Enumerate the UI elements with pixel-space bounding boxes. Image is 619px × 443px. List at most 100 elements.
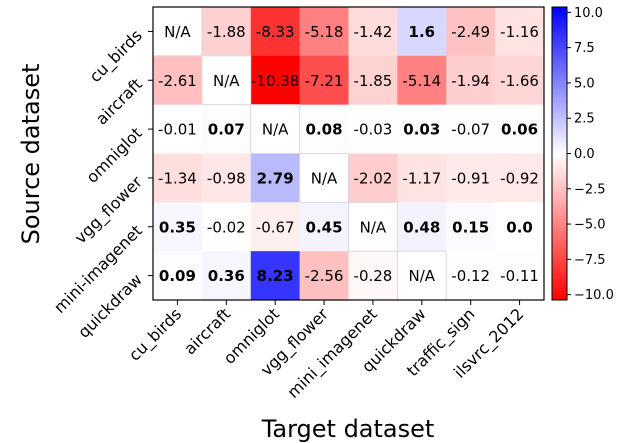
cell-value-label: -0.28 xyxy=(354,267,393,285)
heatmap-cell xyxy=(495,202,545,252)
heatmap-cell-labels: N/A -1.88 -8.33 -5.18 -1.42 1.6 -2.49 -1.16 -2.6… xyxy=(158,23,539,285)
heatmap-cell xyxy=(397,153,447,203)
colorbar-tick-label: 2.5 xyxy=(574,112,595,127)
colorbar-tick-label: 0.0 xyxy=(574,147,595,162)
heatmap-cell xyxy=(397,251,447,301)
cell-value-label: -0.12 xyxy=(451,267,490,285)
colorbar-tick-label: −7.5 xyxy=(574,253,606,268)
heatmap-cell xyxy=(250,251,301,301)
colorbar-tick-label: −2.5 xyxy=(574,182,606,197)
colorbar-tick-label: 10.0 xyxy=(574,6,603,21)
cell-value-label: 0.03 xyxy=(403,121,440,139)
cell-value-label: N/A xyxy=(213,72,240,90)
heatmap-cell xyxy=(446,153,496,203)
heatmap-cell xyxy=(348,153,398,203)
cell-value-label: -2.02 xyxy=(354,169,393,187)
cell-value-label: -0.03 xyxy=(354,121,393,139)
cell-value-label: 0.36 xyxy=(208,267,245,285)
cell-value-label: 0.45 xyxy=(306,218,343,236)
cell-value-label: 0.06 xyxy=(501,121,538,139)
heatmap-cell xyxy=(446,251,496,301)
cell-value-label: -0.02 xyxy=(207,218,246,236)
colorbar-ticks xyxy=(567,11,571,296)
heatmap-cell xyxy=(299,202,349,252)
cell-value-label: 0.08 xyxy=(306,121,343,139)
heatmap-cell xyxy=(299,104,349,154)
heatmap-cell xyxy=(153,104,203,154)
heatmap-cell xyxy=(495,7,545,57)
heatmap-cell xyxy=(201,202,252,252)
y-tick-label: cu_birds xyxy=(85,26,146,87)
y-axis-title: Source dataset xyxy=(17,64,45,245)
na-cell-outline xyxy=(201,55,252,106)
y-axis-ticks xyxy=(148,30,153,277)
heatmap-cell xyxy=(250,153,301,203)
cell-value-label: -1.42 xyxy=(354,23,393,41)
heatmap-cell xyxy=(250,104,301,154)
heatmap-cell xyxy=(348,7,398,57)
cell-value-label: -0.98 xyxy=(207,169,246,187)
colorbar-tick-label: −5.0 xyxy=(574,218,606,233)
heatmap-cell xyxy=(397,55,447,106)
heatmap-cell xyxy=(446,104,496,154)
cell-value-label: -2.56 xyxy=(305,267,344,285)
cell-value-label: 0.48 xyxy=(403,218,440,236)
cell-value-label: 1.6 xyxy=(409,23,436,41)
cell-value-label: -0.07 xyxy=(451,121,490,139)
cell-value-label: -2.49 xyxy=(451,23,490,41)
cell-value-label: N/A xyxy=(311,169,338,187)
x-tick-label: cu_birds xyxy=(125,304,186,365)
cell-value-label: -0.01 xyxy=(158,121,197,139)
cell-value-label: 0.09 xyxy=(159,267,196,285)
cell-value-label: -5.18 xyxy=(305,23,344,41)
cell-value-label: -0.67 xyxy=(256,218,295,236)
heatmap-cell xyxy=(348,55,398,106)
heatmap-cell xyxy=(397,7,447,57)
heatmap-cell xyxy=(153,153,203,203)
heatmap-cell xyxy=(299,55,349,106)
heatmap-cell xyxy=(397,104,447,154)
heatmap-cell xyxy=(348,202,398,252)
cell-value-label: 0.0 xyxy=(506,218,533,236)
heatmap-cell xyxy=(201,55,252,106)
heatmap-cell xyxy=(348,104,398,154)
cell-value-label: -1.17 xyxy=(402,169,441,187)
cell-value-label: N/A xyxy=(409,267,436,285)
heatmap-cell xyxy=(299,251,349,301)
cell-value-label: -5.14 xyxy=(402,72,441,90)
heatmap-cell xyxy=(446,202,496,252)
cell-value-label: -10.38 xyxy=(251,72,299,90)
heatmap-cell xyxy=(201,104,252,154)
cell-value-label: 0.35 xyxy=(159,218,196,236)
cell-value-label: N/A xyxy=(164,23,191,41)
x-axis-title: Target dataset xyxy=(261,415,435,443)
cell-value-label: 2.79 xyxy=(257,169,294,187)
heatmap-cell xyxy=(446,55,496,106)
cell-value-label: -1.88 xyxy=(207,23,246,41)
heatmap-cell xyxy=(250,202,301,252)
heatmap-cell xyxy=(495,55,545,106)
cell-value-label: 0.15 xyxy=(452,218,489,236)
cell-value-label: -1.66 xyxy=(500,72,539,90)
cell-value-label: -1.94 xyxy=(451,72,490,90)
na-cell-outline xyxy=(250,104,301,154)
heatmap-cell xyxy=(299,153,349,203)
heatmap-cell xyxy=(153,202,203,252)
cell-value-label: -2.61 xyxy=(158,72,197,90)
heatmap-cell xyxy=(397,202,447,252)
x-axis-tick-labels: cu_birdsaircraftomniglotvgg_flowermini_i… xyxy=(125,304,528,402)
heatmap-cell xyxy=(153,7,203,57)
heatmap-cell xyxy=(299,7,349,57)
y-tick-label: mini-imagenet xyxy=(50,221,146,317)
cell-value-label: -1.85 xyxy=(354,72,393,90)
na-cell-outline xyxy=(348,201,398,252)
heatmap-cells xyxy=(152,6,545,301)
cell-value-label: -0.91 xyxy=(451,169,490,187)
cell-value-label: -1.34 xyxy=(158,169,197,187)
cell-value-label: -8.33 xyxy=(256,23,295,41)
cell-value-label: -0.92 xyxy=(500,169,539,187)
heatmap-cell xyxy=(495,104,545,154)
heatmap-cell xyxy=(201,251,252,301)
